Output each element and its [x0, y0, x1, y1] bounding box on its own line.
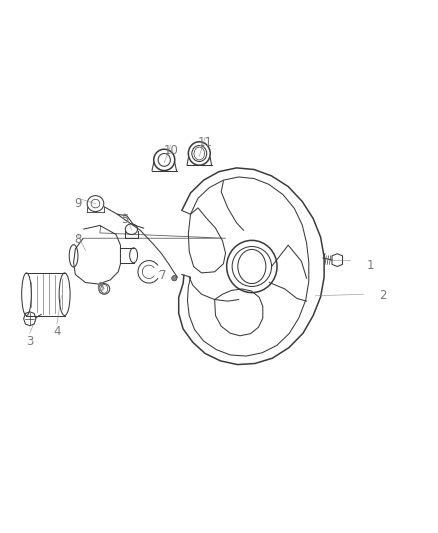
- Text: 1: 1: [366, 259, 374, 272]
- Text: 11: 11: [198, 136, 212, 149]
- Text: 8: 8: [74, 233, 81, 246]
- Text: 4: 4: [53, 325, 61, 338]
- Text: 7: 7: [159, 269, 167, 282]
- Text: 2: 2: [379, 289, 387, 302]
- Text: 10: 10: [163, 144, 178, 157]
- Text: 9: 9: [74, 197, 82, 210]
- Ellipse shape: [172, 276, 177, 281]
- Text: 5: 5: [121, 213, 128, 226]
- Text: 3: 3: [26, 335, 33, 348]
- Text: 6: 6: [96, 281, 104, 294]
